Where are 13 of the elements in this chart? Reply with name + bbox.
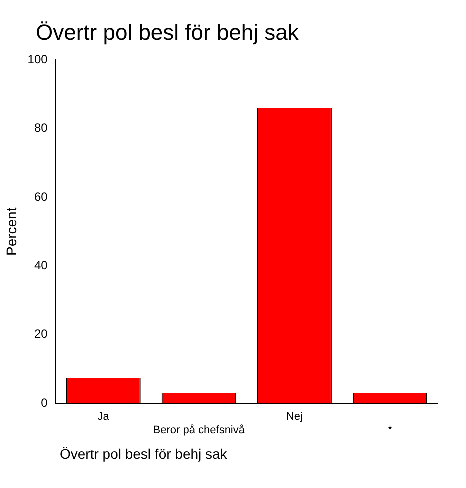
x-tick-label: Nej	[286, 411, 303, 424]
y-axis-title: Percent	[3, 208, 20, 256]
x-tick-label: Beror på chefsnivå	[153, 424, 246, 436]
y-tick-label: 40	[34, 258, 48, 273]
x-tick-label: Ja	[98, 411, 110, 424]
y-tick-label: 0	[41, 396, 48, 410]
x-axis-title: Övertr pol besl för behj sak	[60, 446, 228, 462]
y-tick-label: 20	[34, 327, 48, 342]
y-tick-label: 80	[34, 121, 48, 136]
y-tick-label: 100	[28, 52, 48, 67]
y-tick-label: 60	[34, 190, 48, 204]
x-tick-label: *	[388, 424, 394, 436]
chart-title: Övertr pol besl för behj sak	[36, 20, 299, 46]
